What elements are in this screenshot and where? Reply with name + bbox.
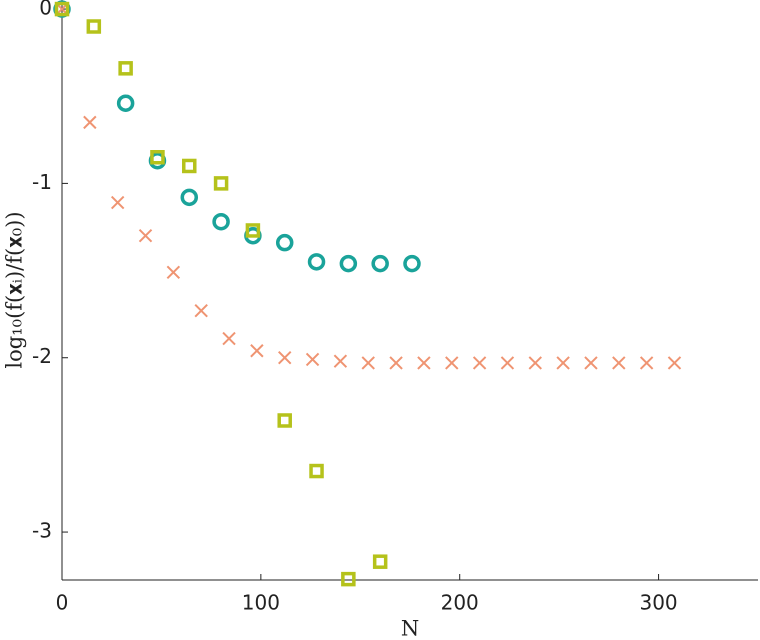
x-marker: [222, 331, 236, 346]
x-marker: [250, 344, 264, 358]
y-tick-label: -3: [32, 519, 52, 543]
x-marker: [500, 356, 515, 370]
square-marker: [182, 158, 197, 174]
x-tick-label: 0: [56, 591, 69, 615]
square-marker: [372, 554, 388, 569]
circle-marker: [307, 253, 326, 271]
square-marker: [86, 19, 102, 34]
x-marker: [194, 303, 208, 318]
y-tick-label: -1: [32, 170, 52, 194]
square-marker: [213, 176, 229, 191]
x-marker: [110, 195, 125, 210]
circle-marker: [180, 188, 199, 207]
x-marker: [639, 356, 654, 370]
circle-marker: [212, 212, 230, 231]
square-marker: [118, 61, 133, 76]
x-marker: [361, 356, 375, 370]
x-marker: [166, 265, 181, 280]
x-marker: [417, 356, 431, 370]
circle-marker: [403, 254, 421, 273]
circle-marker: [371, 254, 389, 273]
x-marker: [278, 351, 292, 365]
x-marker: [83, 115, 97, 130]
x-tick-label: 300: [639, 591, 677, 615]
x-marker: [445, 356, 459, 370]
x-marker: [584, 356, 598, 370]
y-tick-label: -2: [32, 344, 52, 368]
square-marker: [150, 149, 165, 165]
x-marker: [556, 356, 570, 370]
square-marker: [341, 571, 356, 587]
x-marker: [612, 356, 626, 370]
y-axis-label: log₁₀(f(𝐱ᵢ)/f(𝐱₀)): [3, 211, 27, 368]
x-tick-label: 100: [242, 591, 280, 615]
square-marker: [54, 1, 70, 17]
circle-marker: [116, 94, 135, 112]
square-marker: [309, 463, 324, 479]
x-marker: [472, 356, 487, 370]
square-marker: [245, 223, 261, 238]
circle-marker: [275, 233, 294, 252]
x-marker: [305, 352, 320, 367]
x-marker: [138, 228, 153, 243]
y-tick-label: 0: [39, 0, 52, 20]
x-marker: [333, 354, 348, 368]
square-marker: [277, 413, 292, 428]
x-marker: [389, 356, 403, 370]
circle-marker: [339, 254, 358, 273]
x-marker: [528, 356, 542, 370]
x-tick-label: 200: [441, 591, 479, 615]
x-axis-label: N: [401, 617, 419, 640]
x-marker: [667, 356, 682, 370]
